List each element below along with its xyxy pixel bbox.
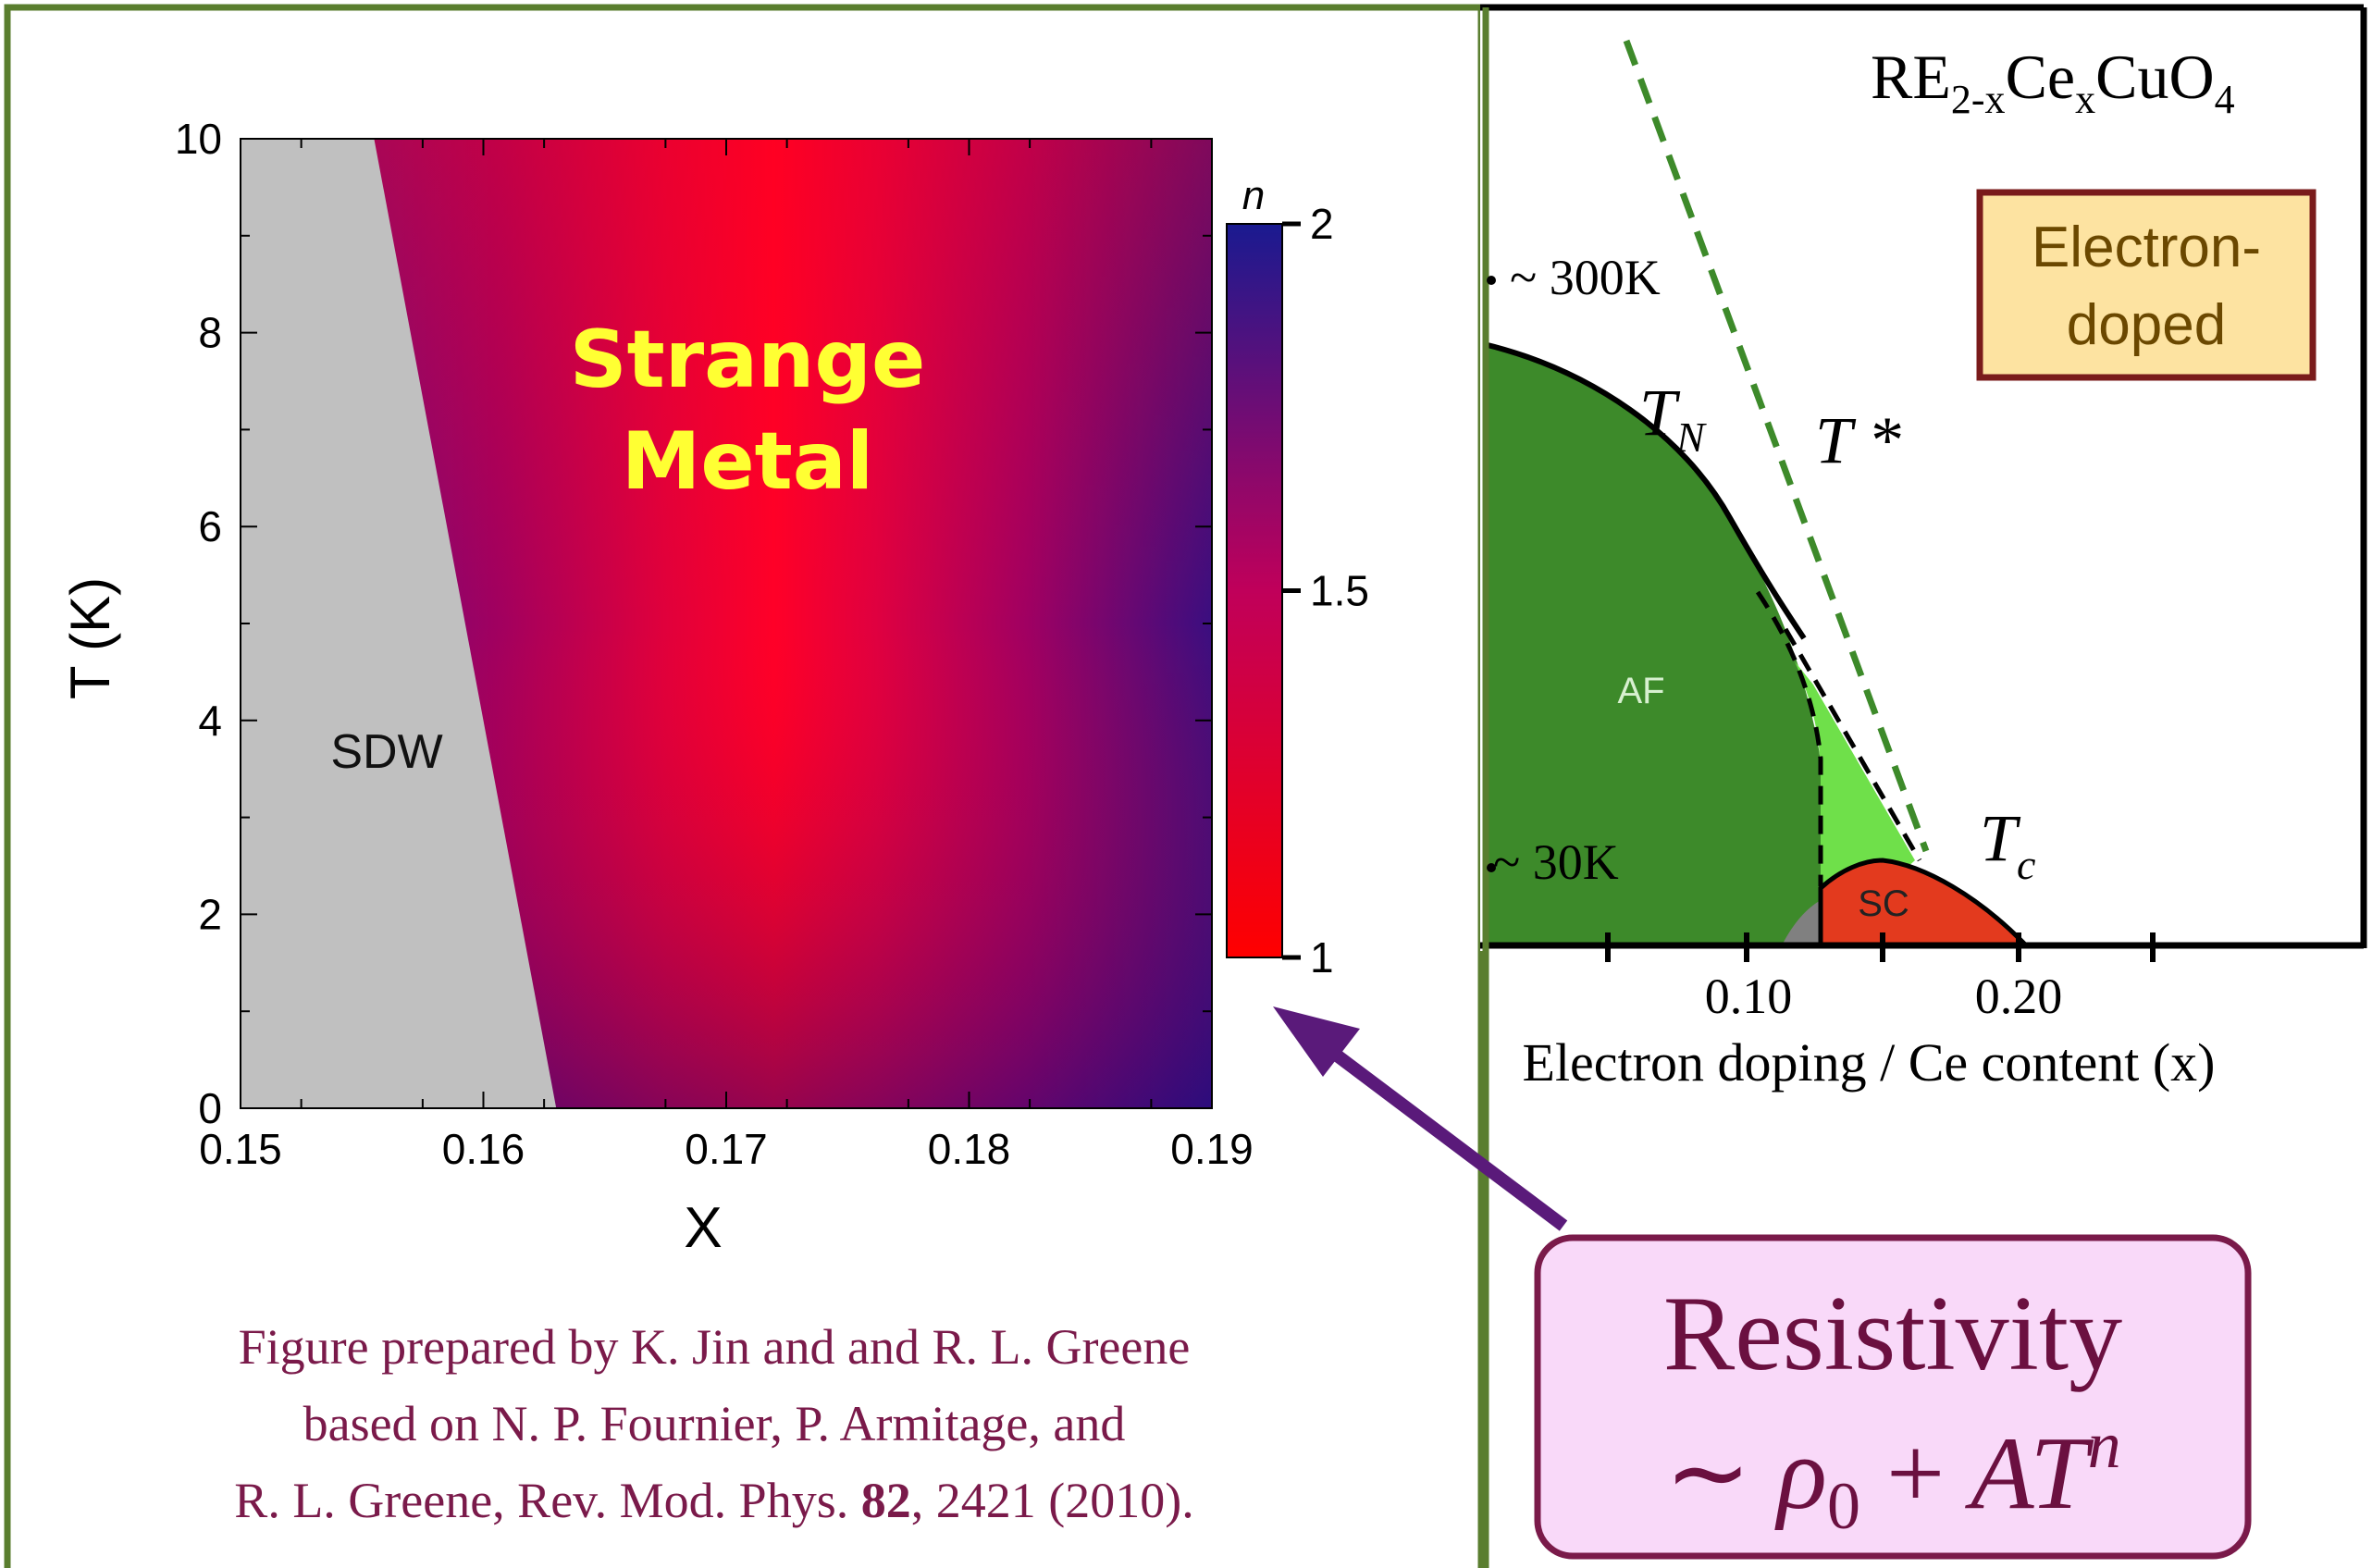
colorbar-ticks: 11.52 [1282,200,1369,982]
formula-rho: ρ [1774,1416,1827,1531]
heatmap-x-tick-label-2: 0.17 [685,1125,768,1173]
strange-label: Strange [570,314,926,406]
callout-formula: ∼ ρ0 + ATn [1664,1408,2120,1543]
arrow-head [1273,1006,1360,1077]
metal-label: Metal [622,415,874,508]
heatmap-x-tick-label-4: 0.19 [1170,1125,1254,1173]
pseudogap-boundary-dashed [1783,627,1922,862]
tn-label: TN [1639,376,1707,461]
tstar-label: T * [1815,403,1901,477]
caption-line-1: Figure prepared by K. Jin and and R. L. … [239,1319,1191,1375]
tn-dashed-line [1755,590,1823,886]
heatmap-x-tick-label-0: 0.15 [199,1125,282,1173]
tstar-line [1623,39,1930,853]
colorbar-tick-label-2: 2 [1310,200,1334,248]
af-phase-region [1484,344,1824,945]
heatmap-x-tick-label-3: 0.18 [928,1125,1011,1173]
heatmap-x-ticks: 0.15 0.16 0.17 0.18 0.19 [199,139,1254,1173]
tn-line [1483,341,1807,640]
marker-300k [1487,276,1496,285]
formula-n: n [2088,1408,2121,1482]
phase-diagram: 0.10 0.20 Electron doping / Ce content (… [1480,4,2367,1568]
figure-caption: Figure prepared by K. Jin and and R. L. … [234,1319,1193,1528]
heatmap-y-tick-label-1: 2 [198,890,222,938]
phase-x-axis-label: Electron doping / Ce content (x) [1523,1032,2216,1093]
label-300k: ~ 300K [1510,250,1661,305]
formula-rho-sub: 0 [1827,1469,1860,1543]
colorbar-tick-label-0: 1 [1310,933,1334,982]
colorbar-label: n [1242,173,1265,218]
resistivity-callout: Resistivity ∼ ρ0 + ATn [1534,1234,2252,1560]
callout-title: Resistivity [1663,1275,2122,1393]
heatmap-x-tick-label-1: 0.16 [442,1125,525,1173]
electron-doped-line-2: doped [2067,293,2226,357]
callout-arrow [1273,1006,1568,1231]
caption-line-3-pre: R. L. Greene, Rev. Mod. Phys. [234,1473,860,1528]
marker-30k [1487,863,1496,872]
caption-line-2: based on N. P. Fournier, P. Armitage, an… [303,1396,1126,1451]
caption-line-3: R. L. Greene, Rev. Mod. Phys. 82, 2421 (… [234,1473,1193,1528]
phase-title: RE2-xCexCuO4 [1871,42,2235,122]
heatmap-y-tick-label-4: 8 [198,309,222,357]
heatmap-chart: 0.15 0.16 0.17 0.18 0.19 0 2 4 6 8 10 X T (K) SDW… [59,115,1369,1260]
callout-box [1534,1234,2252,1560]
heatmap-y-tick-label-3: 6 [198,502,222,550]
heatmap-y-tick-label-0: 0 [198,1084,222,1132]
grey-sliver [1782,899,1827,945]
electron-doped-badge [1976,189,2316,381]
phase-tick-label-020: 0.20 [1975,969,2063,1024]
colorbar-tick-label-1: 1.5 [1310,567,1369,615]
heatmap-y-tick-label-2: 4 [198,697,222,745]
heatmap-y-tick-label-5: 10 [175,115,222,163]
formula-tilde: ∼ [1664,1416,1751,1531]
electron-doped-line-1: Electron- [2032,216,2261,279]
sc-label: SC [1858,883,1909,924]
af-label: AF [1617,671,1664,711]
label-30k: ~ 30K [1493,834,1619,890]
phase-tick-label-010: 0.10 [1705,969,1793,1024]
sdw-region [241,139,557,1108]
heatmap-y-ticks: 0 2 4 6 8 10 [175,115,1212,1132]
caption-line-3-post: , 2421 (2010). [911,1473,1194,1528]
arrow-shaft [1309,1032,1568,1231]
formula-plus: + [1886,1416,1945,1531]
colorbar [1226,223,1283,958]
formula-t: T [2030,1416,2094,1531]
sc-phase-region [1818,858,2032,948]
tc-label: Tc [1980,801,2035,888]
heatmap-y-axis-label: T (K) [59,577,121,699]
sdw-label: SDW [330,725,442,779]
caption-volume: 82 [861,1473,911,1528]
heatmap-x-axis-label: X [684,1196,722,1260]
formula-a: A [1964,1416,2034,1531]
